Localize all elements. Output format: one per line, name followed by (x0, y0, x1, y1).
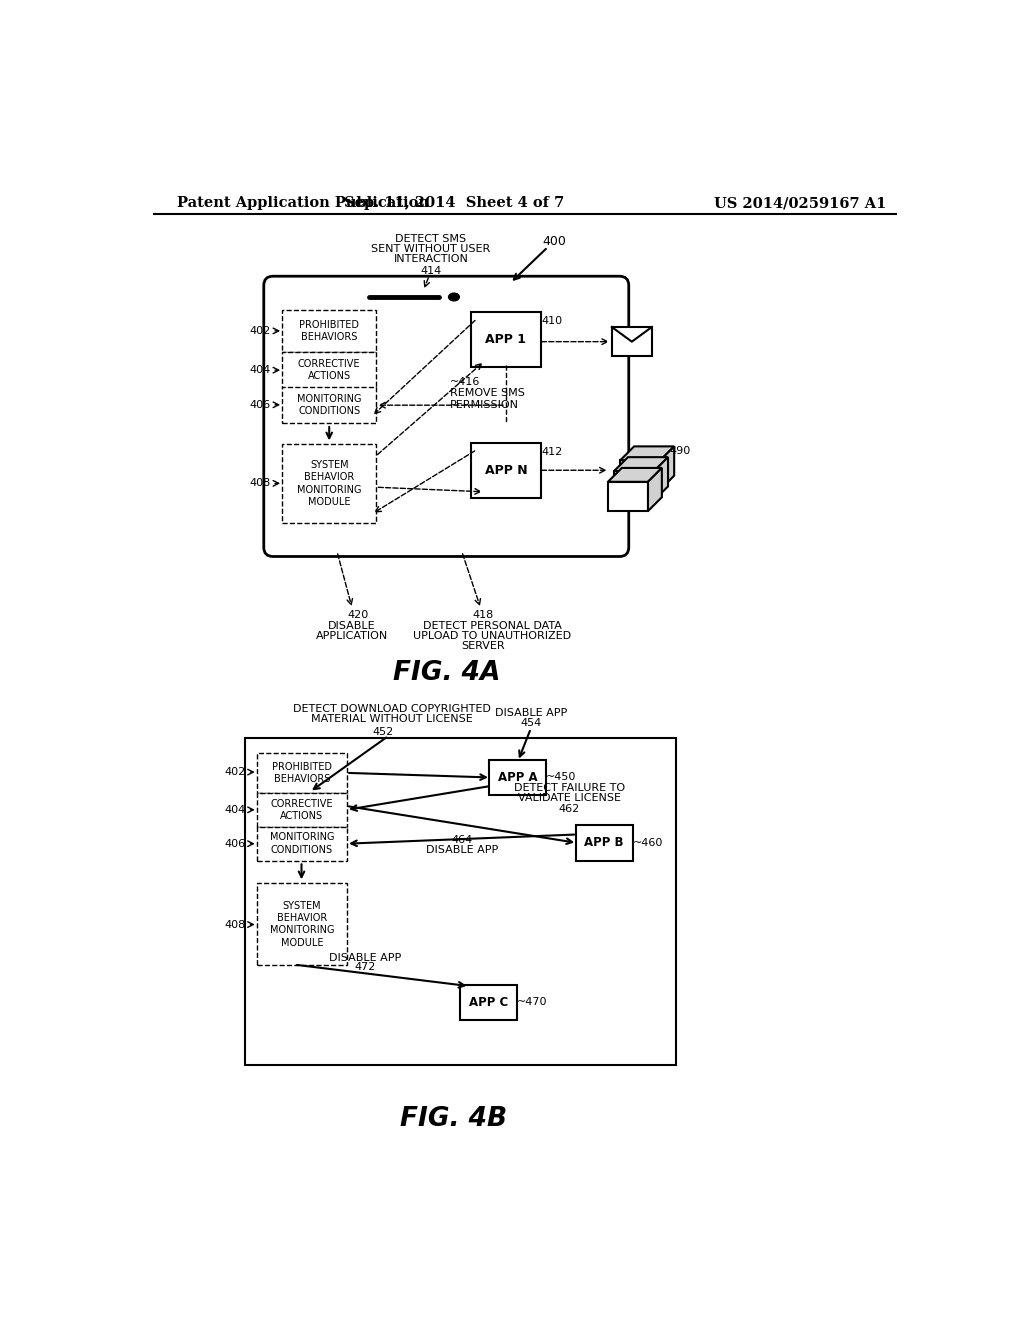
Bar (245, 738, 676, 1065)
Text: 490: 490 (670, 446, 691, 455)
Polygon shape (608, 469, 662, 482)
Text: CORRECTIVE
ACTIONS: CORRECTIVE ACTIONS (298, 359, 360, 381)
Text: MONITORING
CONDITIONS: MONITORING CONDITIONS (269, 833, 334, 855)
Text: APP 1: APP 1 (485, 333, 526, 346)
Text: MONITORING
CONDITIONS: MONITORING CONDITIONS (297, 393, 361, 416)
Polygon shape (614, 457, 668, 471)
Text: 408: 408 (250, 478, 270, 488)
Bar (608, 482, 648, 511)
Text: DETECT FAILURE TO: DETECT FAILURE TO (514, 783, 625, 793)
FancyBboxPatch shape (283, 387, 376, 424)
FancyBboxPatch shape (471, 313, 541, 367)
Bar (611, 327, 652, 356)
Text: VALIDATE LICENSE: VALIDATE LICENSE (518, 793, 621, 804)
FancyBboxPatch shape (257, 826, 347, 861)
Text: ~470: ~470 (517, 998, 548, 1007)
Text: FIG. 4B: FIG. 4B (400, 1106, 508, 1133)
Bar (621, 461, 660, 490)
Text: 404: 404 (225, 805, 246, 814)
Text: PROHIBITED
BEHAVIORS: PROHIBITED BEHAVIORS (299, 319, 359, 342)
Text: DISABLE APP: DISABLE APP (330, 953, 401, 962)
FancyBboxPatch shape (257, 793, 347, 826)
Text: DETECT PERSONAL DATA: DETECT PERSONAL DATA (423, 620, 562, 631)
Text: 406: 406 (225, 838, 246, 849)
Text: SYSTEM
BEHAVIOR
MONITORING
MODULE: SYSTEM BEHAVIOR MONITORING MODULE (269, 900, 334, 948)
Text: 420: 420 (347, 610, 369, 620)
Text: 412: 412 (541, 446, 562, 457)
Text: APP N: APP N (484, 465, 527, 477)
Text: APPLICATION: APPLICATION (315, 631, 388, 640)
Text: APP A: APP A (498, 771, 538, 784)
Text: 404: 404 (250, 366, 270, 375)
Text: DETECT DOWNLOAD COPYRIGHTED: DETECT DOWNLOAD COPYRIGHTED (294, 704, 492, 714)
FancyBboxPatch shape (264, 276, 629, 557)
Text: MATERIAL WITHOUT LICENSE: MATERIAL WITHOUT LICENSE (311, 714, 473, 723)
Text: PERMISSION: PERMISSION (451, 400, 519, 409)
Text: US 2014/0259167 A1: US 2014/0259167 A1 (715, 197, 887, 210)
FancyBboxPatch shape (283, 444, 376, 523)
FancyBboxPatch shape (283, 310, 376, 351)
Text: REMOVE SMS: REMOVE SMS (451, 388, 525, 399)
Text: UPLOAD TO UNAUTHORIZED: UPLOAD TO UNAUTHORIZED (414, 631, 571, 640)
Text: INTERACTION: INTERACTION (393, 255, 468, 264)
Text: 454: 454 (520, 718, 542, 727)
Text: SENT WITHOUT USER: SENT WITHOUT USER (372, 244, 490, 255)
Text: DISABLE APP: DISABLE APP (426, 845, 498, 855)
FancyBboxPatch shape (283, 351, 376, 388)
Text: 472: 472 (354, 962, 376, 972)
Text: 418: 418 (473, 610, 494, 620)
Text: 402: 402 (250, 326, 270, 335)
Polygon shape (660, 446, 674, 490)
Text: 462: 462 (559, 804, 580, 814)
Text: SERVER: SERVER (462, 640, 505, 651)
Text: ~460: ~460 (633, 838, 663, 847)
Text: 452: 452 (373, 727, 394, 737)
Text: 400: 400 (543, 235, 566, 248)
Text: SYSTEM
BEHAVIOR
MONITORING
MODULE: SYSTEM BEHAVIOR MONITORING MODULE (297, 459, 361, 507)
FancyBboxPatch shape (460, 985, 517, 1020)
FancyBboxPatch shape (489, 760, 547, 795)
Text: Patent Application Publication: Patent Application Publication (177, 197, 429, 210)
Polygon shape (621, 446, 674, 461)
Text: ~416: ~416 (451, 376, 480, 387)
FancyBboxPatch shape (257, 883, 347, 965)
Text: Sep. 11, 2014  Sheet 4 of 7: Sep. 11, 2014 Sheet 4 of 7 (344, 197, 564, 210)
Text: ~450: ~450 (547, 772, 577, 783)
FancyBboxPatch shape (471, 444, 541, 498)
Text: DETECT SMS: DETECT SMS (395, 234, 466, 244)
Text: PROHIBITED
BEHAVIORS: PROHIBITED BEHAVIORS (272, 762, 332, 784)
Text: 464: 464 (451, 834, 472, 845)
Text: 410: 410 (541, 315, 562, 326)
Text: 408: 408 (225, 920, 246, 929)
Text: 406: 406 (250, 400, 270, 409)
Bar (614, 471, 654, 500)
Text: APP B: APP B (585, 837, 624, 850)
Text: 402: 402 (225, 767, 246, 777)
Polygon shape (654, 457, 668, 500)
Polygon shape (648, 469, 662, 511)
Text: DISABLE: DISABLE (328, 620, 376, 631)
Text: FIG. 4A: FIG. 4A (392, 660, 500, 686)
Text: DISABLE APP: DISABLE APP (495, 708, 567, 718)
FancyBboxPatch shape (575, 825, 633, 861)
Text: 414: 414 (420, 265, 441, 276)
Text: APP C: APP C (469, 995, 508, 1008)
FancyBboxPatch shape (257, 752, 347, 793)
Text: CORRECTIVE
ACTIONS: CORRECTIVE ACTIONS (270, 799, 333, 821)
Ellipse shape (449, 293, 460, 301)
